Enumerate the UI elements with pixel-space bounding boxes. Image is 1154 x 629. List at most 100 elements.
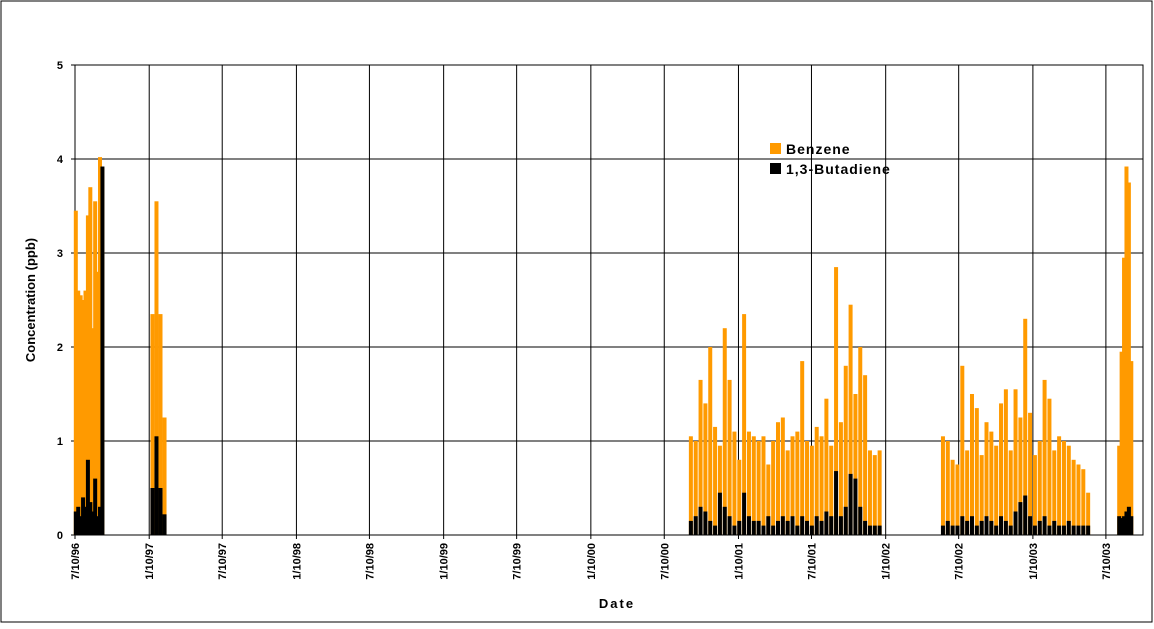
- bar: [756, 520, 761, 535]
- bar: [1122, 516, 1127, 535]
- y-tick-label: 5: [57, 60, 63, 72]
- bar: [1037, 520, 1042, 535]
- bar: [979, 520, 984, 535]
- bar: [824, 398, 829, 535]
- bar: [877, 450, 882, 535]
- bar: [746, 431, 751, 535]
- bar: [843, 365, 848, 535]
- bar: [1003, 520, 1008, 535]
- bar: [785, 450, 790, 535]
- bar: [1076, 525, 1081, 535]
- legend-label: Benzene: [786, 141, 851, 157]
- bar: [713, 525, 718, 535]
- bar: [727, 516, 732, 535]
- bar: [1052, 450, 1057, 535]
- bar: [1018, 502, 1023, 535]
- bar: [1066, 445, 1071, 535]
- bar: [863, 520, 868, 535]
- bar: [1028, 516, 1033, 535]
- bar: [766, 464, 771, 535]
- bar: [994, 445, 999, 535]
- bar: [858, 347, 863, 535]
- bar: [814, 426, 819, 535]
- bar: [1028, 412, 1033, 535]
- y-tick-label: 2: [57, 342, 63, 354]
- bar: [984, 422, 989, 535]
- x-tick-label: 1/10/01: [733, 543, 745, 580]
- bar: [1086, 525, 1091, 535]
- bar: [1129, 516, 1134, 535]
- bar: [945, 441, 950, 535]
- legend: Benzene 1,3-Butadiene: [770, 141, 890, 177]
- bar: [93, 478, 98, 535]
- bar: [732, 431, 737, 535]
- bar: [1119, 518, 1124, 535]
- bar: [805, 441, 810, 535]
- x-tick-label: 7/10/01: [806, 543, 818, 580]
- bar: [775, 520, 780, 535]
- bar: [756, 441, 761, 535]
- bar: [809, 525, 814, 535]
- bar: [698, 506, 703, 535]
- bar: [742, 492, 747, 535]
- bar: [843, 506, 848, 535]
- bar: [771, 525, 776, 535]
- bar: [940, 525, 945, 535]
- bar: [751, 436, 756, 535]
- bar: [1086, 492, 1091, 535]
- x-tick-label: 7/10/03: [1101, 543, 1113, 580]
- bar: [158, 314, 163, 535]
- bar: [819, 520, 824, 535]
- x-tick-label: 1/10/98: [291, 543, 303, 580]
- bar: [999, 516, 1004, 535]
- bar: [162, 514, 167, 535]
- bar: [1066, 520, 1071, 535]
- bar: [1081, 469, 1086, 535]
- bar: [1061, 441, 1066, 535]
- bar: [853, 394, 858, 535]
- bar: [713, 426, 718, 535]
- bar: [780, 417, 785, 535]
- bar: [965, 520, 970, 535]
- bar: [1076, 464, 1081, 535]
- y-tick-label: 1: [57, 436, 63, 448]
- bar: [829, 516, 834, 535]
- bar: [848, 473, 853, 535]
- bar: [1117, 516, 1122, 535]
- bar: [829, 445, 834, 535]
- bar: [814, 516, 819, 535]
- y-axis-label: Concentration (ppb): [23, 238, 38, 362]
- bar: [73, 210, 78, 535]
- x-tick-label: 7/10/99: [512, 543, 524, 580]
- bar: [708, 347, 713, 535]
- bar: [76, 290, 81, 535]
- bar: [819, 436, 824, 535]
- bar: [154, 201, 159, 536]
- y-tick-label: 3: [57, 248, 63, 260]
- bar: [703, 403, 708, 535]
- bar: [795, 431, 800, 535]
- bar: [1126, 182, 1131, 535]
- bar: [158, 488, 163, 535]
- legend-swatch: [770, 163, 781, 174]
- bar: [853, 478, 858, 535]
- bar: [688, 520, 693, 535]
- bar: [984, 516, 989, 535]
- bar: [1023, 318, 1028, 535]
- bar: [717, 445, 722, 535]
- bar: [746, 516, 751, 535]
- bar: [838, 422, 843, 535]
- bar: [698, 379, 703, 535]
- bar: [693, 441, 698, 535]
- bar: [1032, 525, 1037, 535]
- bar: [1071, 525, 1076, 535]
- bar: [1037, 441, 1042, 535]
- bar: [969, 394, 974, 535]
- bar: [85, 459, 90, 535]
- bar: [1124, 511, 1129, 535]
- bar: [785, 520, 790, 535]
- bar: [974, 525, 979, 535]
- bar: [154, 436, 159, 535]
- bar: [95, 516, 100, 535]
